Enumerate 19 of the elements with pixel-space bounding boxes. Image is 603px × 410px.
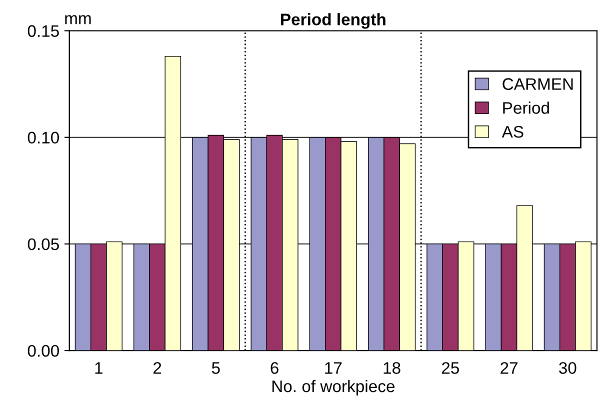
y-tick-label: 0.05 — [28, 238, 59, 250]
x-axis-title: No. of workpiece — [272, 380, 394, 396]
legend-label: CARMEN — [502, 78, 573, 90]
y-tick-label: 0.10 — [28, 132, 59, 144]
x-tick-label: 18 — [384, 362, 400, 374]
y-tick-label: 0.15 — [28, 25, 59, 37]
x-tick-label: 17 — [325, 362, 342, 374]
chart-title: Period length — [281, 13, 386, 29]
x-tick-label: 5 — [212, 362, 220, 374]
legend-label: AS — [502, 126, 524, 138]
y-tick-label: 0.00 — [28, 344, 59, 357]
x-tick-label: 1 — [95, 362, 102, 374]
x-tick-label: 27 — [500, 362, 518, 374]
x-tick-label: 2 — [153, 362, 162, 374]
x-tick-label: 30 — [559, 362, 576, 374]
x-tick-label: 25 — [442, 362, 459, 374]
y-axis-title: mm — [65, 15, 91, 24]
legend-label: Period — [503, 102, 549, 114]
x-tick-label: 6 — [270, 362, 278, 374]
